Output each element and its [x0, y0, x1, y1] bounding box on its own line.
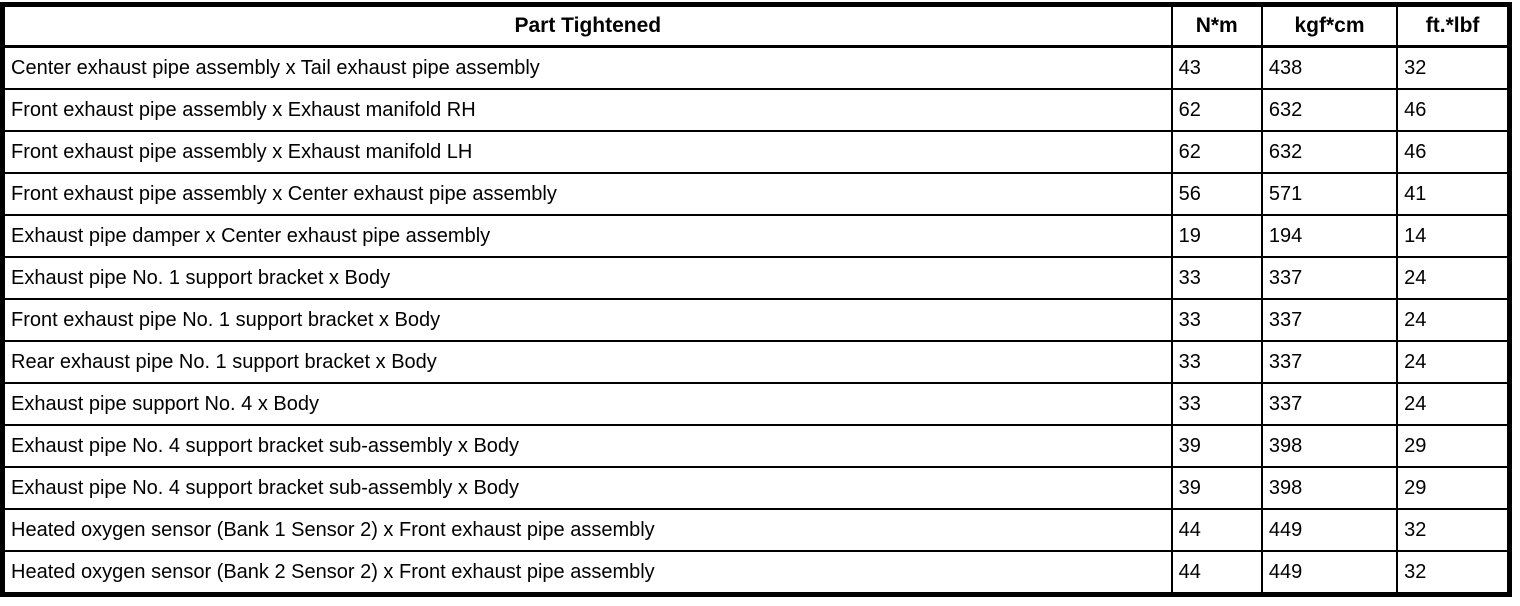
ftlbf-cell: 32 [1396, 508, 1511, 552]
col-header-part-tightened: Part Tightened [1, 4, 1173, 48]
ftlbf-cell: 29 [1396, 424, 1511, 468]
nm-cell: 33 [1170, 340, 1263, 384]
ftlbf-cell: 46 [1396, 88, 1511, 132]
table-row: Front exhaust pipe assembly x Exhaust ma… [1, 88, 1511, 132]
part-cell: Exhaust pipe No. 1 support bracket x Bod… [1, 256, 1173, 300]
kgfcm-cell: 449 [1260, 550, 1399, 596]
ftlbf-cell: 24 [1396, 382, 1511, 426]
part-cell: Rear exhaust pipe No. 1 support bracket … [1, 340, 1173, 384]
ftlbf-cell: 32 [1396, 45, 1511, 90]
nm-cell: 33 [1170, 382, 1263, 426]
table-row: Rear exhaust pipe No. 1 support bracket … [1, 340, 1511, 384]
table-row: Center exhaust pipe assembly x Tail exha… [1, 45, 1511, 90]
part-cell: Center exhaust pipe assembly x Tail exha… [1, 45, 1173, 90]
ftlbf-cell: 46 [1396, 130, 1511, 174]
kgfcm-cell: 438 [1260, 45, 1399, 90]
torque-spec-sheet: Part Tightened N*m kgf*cm ft.*lbf Center… [0, 2, 1512, 597]
kgfcm-cell: 449 [1260, 508, 1399, 552]
torque-table-body: Center exhaust pipe assembly x Tail exha… [1, 45, 1511, 596]
col-header-nm: N*m [1170, 4, 1263, 48]
kgfcm-cell: 398 [1260, 466, 1399, 510]
table-row: Exhaust pipe support No. 4 x Body 33 337… [1, 382, 1511, 426]
kgfcm-cell: 337 [1260, 382, 1399, 426]
kgfcm-cell: 632 [1260, 130, 1399, 174]
part-cell: Exhaust pipe damper x Center exhaust pip… [1, 214, 1173, 258]
part-cell: Heated oxygen sensor (Bank 1 Sensor 2) x… [1, 508, 1173, 552]
part-cell: Front exhaust pipe assembly x Center exh… [1, 172, 1173, 216]
part-cell: Front exhaust pipe assembly x Exhaust ma… [1, 88, 1173, 132]
ftlbf-cell: 24 [1396, 340, 1511, 384]
part-cell: Front exhaust pipe assembly x Exhaust ma… [1, 130, 1173, 174]
kgfcm-cell: 337 [1260, 298, 1399, 342]
nm-cell: 56 [1170, 172, 1263, 216]
nm-cell: 62 [1170, 130, 1263, 174]
kgfcm-cell: 337 [1260, 340, 1399, 384]
table-row: Exhaust pipe No. 4 support bracket sub-a… [1, 466, 1511, 510]
part-cell: Exhaust pipe No. 4 support bracket sub-a… [1, 466, 1173, 510]
kgfcm-cell: 632 [1260, 88, 1399, 132]
kgfcm-cell: 337 [1260, 256, 1399, 300]
nm-cell: 44 [1170, 508, 1263, 552]
kgfcm-cell: 571 [1260, 172, 1399, 216]
nm-cell: 39 [1170, 424, 1263, 468]
ftlbf-cell: 41 [1396, 172, 1511, 216]
nm-cell: 43 [1170, 45, 1263, 90]
torque-spec-table: Part Tightened N*m kgf*cm ft.*lbf Center… [0, 2, 1512, 597]
table-row: Exhaust pipe No. 4 support bracket sub-a… [1, 424, 1511, 468]
table-row: Exhaust pipe damper x Center exhaust pip… [1, 214, 1511, 258]
nm-cell: 44 [1170, 550, 1263, 596]
table-row: Front exhaust pipe assembly x Exhaust ma… [1, 130, 1511, 174]
ftlbf-cell: 24 [1396, 256, 1511, 300]
ftlbf-cell: 29 [1396, 466, 1511, 510]
nm-cell: 33 [1170, 256, 1263, 300]
part-cell: Exhaust pipe No. 4 support bracket sub-a… [1, 424, 1173, 468]
table-row: Front exhaust pipe No. 1 support bracket… [1, 298, 1511, 342]
nm-cell: 62 [1170, 88, 1263, 132]
header-row: Part Tightened N*m kgf*cm ft.*lbf [1, 4, 1511, 48]
nm-cell: 19 [1170, 214, 1263, 258]
part-cell: Heated oxygen sensor (Bank 2 Sensor 2) x… [1, 550, 1173, 596]
table-row: Front exhaust pipe assembly x Center exh… [1, 172, 1511, 216]
part-cell: Front exhaust pipe No. 1 support bracket… [1, 298, 1173, 342]
part-cell: Exhaust pipe support No. 4 x Body [1, 382, 1173, 426]
ftlbf-cell: 32 [1396, 550, 1511, 596]
table-row: Exhaust pipe No. 1 support bracket x Bod… [1, 256, 1511, 300]
nm-cell: 39 [1170, 466, 1263, 510]
kgfcm-cell: 194 [1260, 214, 1399, 258]
table-row: Heated oxygen sensor (Bank 2 Sensor 2) x… [1, 550, 1511, 596]
table-row: Heated oxygen sensor (Bank 1 Sensor 2) x… [1, 508, 1511, 552]
col-header-kgfcm: kgf*cm [1260, 4, 1399, 48]
ftlbf-cell: 24 [1396, 298, 1511, 342]
kgfcm-cell: 398 [1260, 424, 1399, 468]
col-header-ftlbf: ft.*lbf [1396, 4, 1511, 48]
nm-cell: 33 [1170, 298, 1263, 342]
ftlbf-cell: 14 [1396, 214, 1511, 258]
